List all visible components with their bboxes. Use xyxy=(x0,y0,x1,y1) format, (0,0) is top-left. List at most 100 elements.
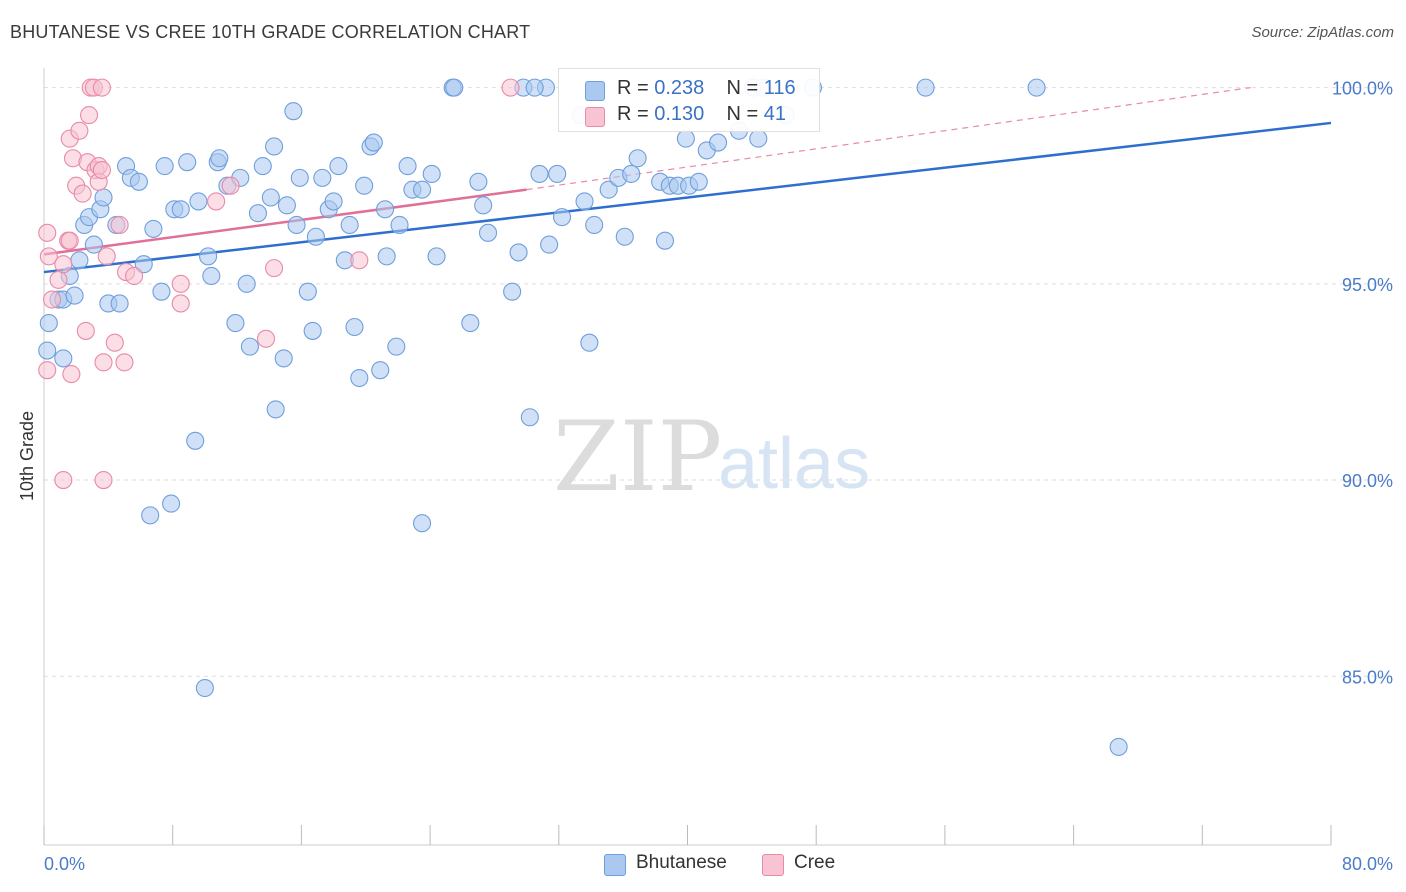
point-cree xyxy=(350,251,369,270)
point-bhutanese xyxy=(599,180,618,199)
point-bhutanese xyxy=(345,317,364,337)
point-bhutanese xyxy=(162,494,181,513)
point-bhutanese xyxy=(253,157,272,176)
point-bhutanese xyxy=(171,200,190,219)
point-bhutanese xyxy=(387,337,406,356)
watermark-atlas: atlas xyxy=(718,424,870,504)
point-bhutanese xyxy=(265,137,284,156)
point-bhutanese xyxy=(152,282,171,301)
point-cree xyxy=(171,274,190,293)
point-bhutanese xyxy=(628,149,647,168)
point-cree xyxy=(39,247,58,266)
point-bhutanese xyxy=(306,227,325,246)
chart-title: BHUTANESE VS CREE 10TH GRADE CORRELATION… xyxy=(10,22,531,42)
trend-extension-cree xyxy=(526,87,1251,191)
point-bhutanese xyxy=(364,133,383,152)
point-bhutanese xyxy=(324,192,343,211)
point-cree xyxy=(79,106,99,125)
point-bhutanese xyxy=(54,349,73,368)
point-cree xyxy=(94,353,113,372)
point-cree xyxy=(76,321,95,340)
point-bhutanese xyxy=(371,361,390,380)
legend-n-label: N = xyxy=(726,77,759,99)
point-bhutanese xyxy=(237,274,256,293)
y-tick-label: 85.0% xyxy=(1342,667,1393,687)
legend-swatch-bhutanese xyxy=(604,854,626,876)
axis-labels: 100.0% 95.0% 90.0% 85.0% 0.0% 80.0% xyxy=(44,79,1393,874)
point-bhutanese xyxy=(520,408,539,427)
point-bhutanese xyxy=(355,176,374,195)
point-bhutanese xyxy=(390,215,409,235)
point-bhutanese xyxy=(226,314,245,333)
point-bhutanese xyxy=(689,172,708,191)
point-bhutanese xyxy=(129,172,148,191)
point-bhutanese xyxy=(509,243,528,262)
point-bhutanese xyxy=(552,208,572,227)
point-cree xyxy=(115,353,134,372)
point-bhutanese xyxy=(329,157,348,176)
point-bhutanese xyxy=(445,78,464,97)
point-bhutanese xyxy=(38,341,57,360)
point-bhutanese xyxy=(575,192,594,211)
point-cree xyxy=(92,160,111,180)
point-bhutanese xyxy=(134,255,153,274)
point-bhutanese xyxy=(155,157,174,176)
point-bhutanese xyxy=(478,223,498,242)
y-tick-label: 95.0% xyxy=(1342,275,1393,295)
point-bhutanese xyxy=(709,133,728,152)
point-bhutanese xyxy=(84,235,103,254)
point-cree xyxy=(105,333,124,352)
legend-label-cree: Cree xyxy=(794,852,836,873)
point-bhutanese xyxy=(240,337,259,356)
point-bhutanese xyxy=(298,282,317,301)
point-bhutanese xyxy=(266,400,285,419)
trend-line-bhutanese xyxy=(43,121,1332,274)
point-cree xyxy=(60,231,79,250)
point-bhutanese xyxy=(548,164,567,184)
point-bhutanese xyxy=(916,78,935,97)
point-cree xyxy=(73,184,92,203)
point-bhutanese xyxy=(413,180,432,199)
point-cree xyxy=(501,78,520,97)
y-tick-label: 100.0% xyxy=(1332,79,1393,99)
source-label: Source: ZipAtlas.com xyxy=(1251,24,1394,41)
point-cree xyxy=(110,215,129,235)
point-bhutanese xyxy=(195,678,214,698)
point-bhutanese xyxy=(676,129,695,148)
point-cree xyxy=(207,192,226,211)
point-bhutanese xyxy=(284,102,303,121)
point-bhutanese xyxy=(749,129,768,148)
point-bhutanese xyxy=(274,349,293,368)
point-bhutanese xyxy=(427,247,446,266)
legend-n-label: N = xyxy=(726,103,759,125)
point-bhutanese xyxy=(70,251,89,270)
point-bhutanese xyxy=(39,314,58,333)
x-tick-label: 80.0% xyxy=(1342,854,1393,874)
point-bhutanese xyxy=(65,286,84,305)
point-cree xyxy=(221,176,240,195)
y-tick-label: 90.0% xyxy=(1342,471,1393,491)
point-cree xyxy=(38,361,57,380)
point-bhutanese xyxy=(110,294,129,313)
watermark: ZIP atlas xyxy=(553,401,870,513)
point-cree xyxy=(62,365,81,384)
point-bhutanese xyxy=(580,333,599,352)
point-cree xyxy=(42,290,62,309)
point-cree xyxy=(92,78,111,97)
legend-n-cree: 41 xyxy=(763,103,787,125)
point-bhutanese xyxy=(503,282,522,301)
point-bhutanese xyxy=(622,164,641,184)
point-bhutanese xyxy=(178,153,197,172)
point-bhutanese xyxy=(530,164,549,184)
point-bhutanese xyxy=(655,231,675,250)
point-bhutanese xyxy=(377,247,396,266)
point-bhutanese xyxy=(277,196,296,215)
data-points xyxy=(38,78,1128,756)
point-bhutanese xyxy=(199,247,218,266)
point-cree xyxy=(54,255,73,274)
watermark-zip: ZIP xyxy=(553,401,722,513)
correlation-legend: R = 0.238 N = 116 R = 0.130 N = 41 xyxy=(558,68,820,132)
point-cree xyxy=(49,270,68,289)
point-cree xyxy=(70,121,89,140)
point-bhutanese xyxy=(189,192,208,211)
